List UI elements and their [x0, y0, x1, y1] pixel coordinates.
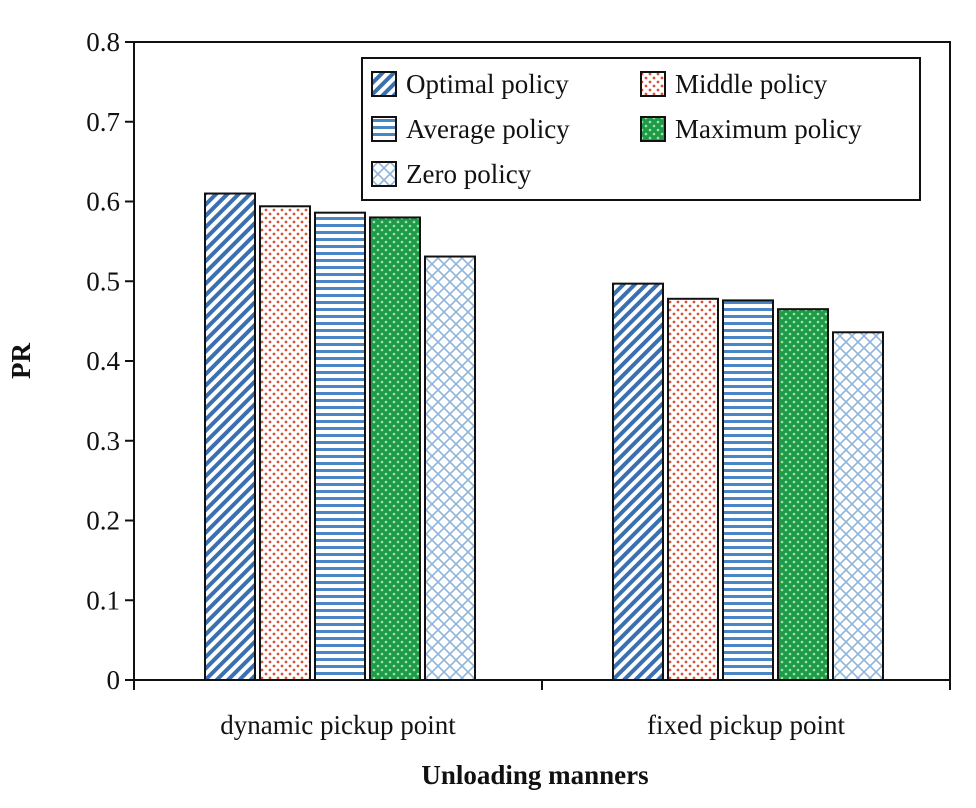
- legend-label: Maximum policy: [675, 114, 862, 144]
- bar-middle-policy-0: [259, 205, 311, 681]
- x-axis-title: Unloading manners: [421, 760, 648, 790]
- y-axis-title: PR: [6, 343, 36, 379]
- legend-items: Optimal policy Middle policy Average polic…: [371, 69, 862, 189]
- y-tick-label: 0.4: [86, 346, 120, 376]
- y-tick-label: 0.5: [86, 266, 120, 296]
- legend-label: Average policy: [406, 114, 570, 144]
- x-category-label: dynamic pickup point: [220, 710, 456, 740]
- y-tick-label: 0.7: [86, 107, 120, 137]
- bar-zero-policy-0: [424, 255, 476, 681]
- bar-maximum-policy-1: [777, 308, 829, 681]
- y-tick-label: 0.2: [86, 506, 120, 536]
- bar-zero-policy-1: [832, 331, 884, 681]
- y-tick-label: 0.1: [86, 585, 120, 615]
- legend: Optimal policy Middle policy Average polic…: [361, 57, 921, 201]
- y-tick-label: 0.8: [86, 27, 120, 57]
- bar-maximum-policy-0: [369, 216, 421, 681]
- legend-label: Middle policy: [675, 69, 828, 99]
- bar-average-policy-0: [314, 211, 366, 681]
- y-tick-label: 0.3: [86, 426, 120, 456]
- bar-optimal-policy-0: [204, 192, 256, 681]
- legend-swatch: [371, 71, 397, 97]
- legend-swatch: [371, 161, 397, 187]
- legend-label: Optimal policy: [406, 69, 569, 99]
- legend-swatch: [371, 116, 397, 142]
- bar-middle-policy-1: [667, 297, 719, 681]
- bar-optimal-policy-1: [612, 282, 664, 681]
- bar-average-policy-1: [722, 299, 774, 681]
- y-tick-label: 0.6: [86, 187, 120, 217]
- legend-swatch: [640, 71, 666, 97]
- y-tick-label: 0: [107, 665, 121, 695]
- legend-label: Zero policy: [406, 159, 532, 189]
- plot-area: 0 0.1 0.2 0.3 0.4 0.5 0.6 0.7 0.8 dynamic pickup …: [86, 27, 951, 740]
- legend-swatch: [640, 116, 666, 142]
- x-category-label: fixed pickup point: [647, 710, 845, 740]
